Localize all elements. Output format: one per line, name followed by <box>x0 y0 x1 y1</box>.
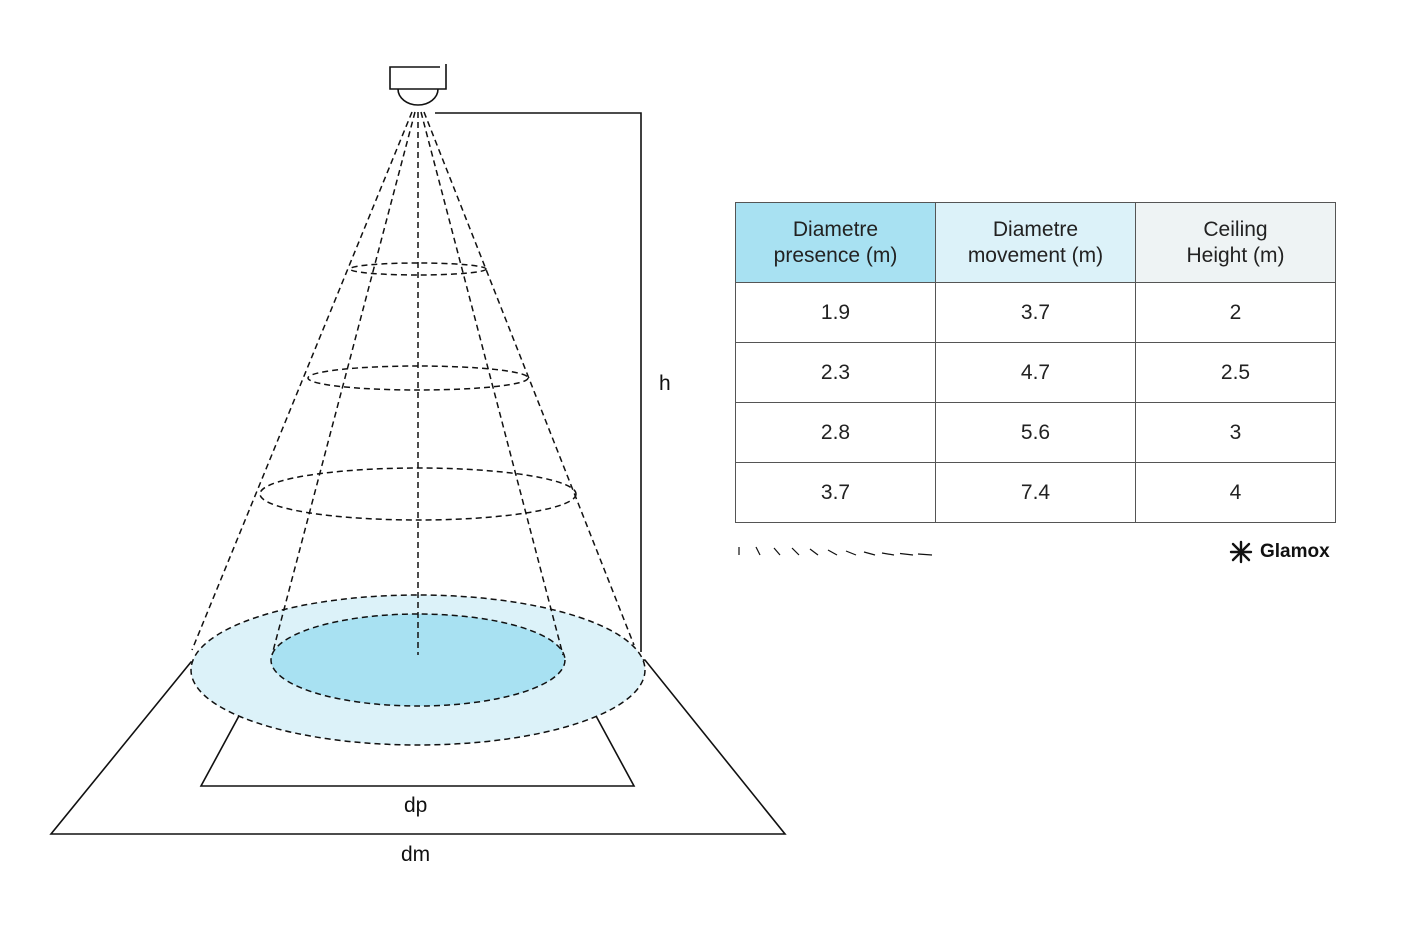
cell: 2.8 <box>735 402 936 463</box>
cone-section-1 <box>349 262 487 276</box>
header-movement: Diametre movement (m) <box>935 202 1136 283</box>
presence-diameter-label: dp <box>404 794 428 817</box>
cone-edge-inner-right <box>420 111 564 656</box>
glamox-logo: Glamox <box>1228 540 1330 564</box>
movement-diameter-label: dm <box>401 843 431 866</box>
cone-edge-outer-left <box>191 111 413 651</box>
height-dimension-line <box>435 112 642 652</box>
cell: 1.9 <box>735 282 936 343</box>
cell: 7.4 <box>935 462 1136 523</box>
logo-text: Glamox <box>1260 541 1330 562</box>
cell: 4.7 <box>935 342 1136 403</box>
cell: 3.7 <box>735 462 936 523</box>
height-label: h <box>659 372 671 395</box>
table-header-row: Diametre presence (m) Diametre movement (m… <box>735 202 1336 283</box>
table-row: 1.9 3.7 2 <box>735 282 1336 343</box>
presence-area <box>270 613 566 707</box>
cell: 5.6 <box>935 402 1136 463</box>
cone-edge-inner-left <box>271 111 416 656</box>
cone-section-2 <box>307 365 529 391</box>
cone-edge-outer-right <box>423 111 635 646</box>
cell: 2.5 <box>1135 342 1336 403</box>
cell: 4 <box>1135 462 1336 523</box>
cell: 2 <box>1135 282 1336 343</box>
sensor-icon <box>389 64 447 106</box>
table-row: 2.8 5.6 3 <box>735 402 1336 463</box>
glamox-star-icon <box>1229 540 1253 564</box>
range-table: Diametre presence (m) Diametre movement (m… <box>735 202 1336 523</box>
cell: 2.3 <box>735 342 936 403</box>
cell: 3 <box>1135 402 1336 463</box>
cone-section-3 <box>259 467 577 521</box>
table-row: 3.7 7.4 4 <box>735 462 1336 523</box>
decorative-dash-marks <box>738 546 933 556</box>
header-height: Ceiling Height (m) <box>1135 202 1336 283</box>
cell: 3.7 <box>935 282 1136 343</box>
table-row: 2.3 4.7 2.5 <box>735 342 1336 403</box>
header-presence: Diametre presence (m) <box>735 202 936 283</box>
